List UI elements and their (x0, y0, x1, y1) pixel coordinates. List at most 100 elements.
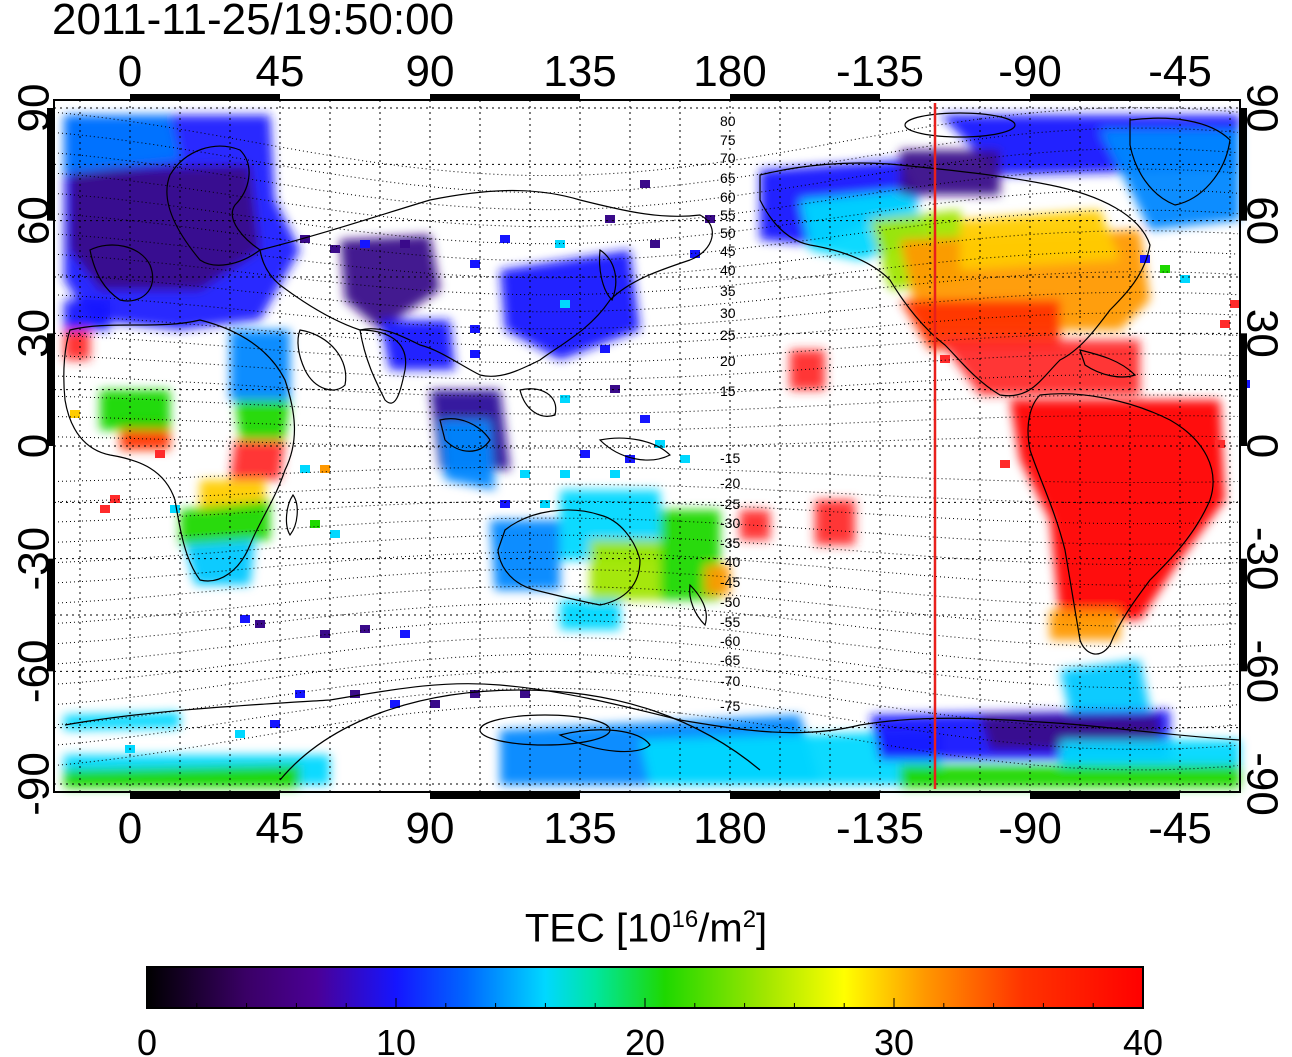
maglat-contour (53, 415, 1239, 432)
colorbar-tick-labels: 0 10 20 30 40 (137, 1022, 1163, 1057)
maglat-contour (53, 127, 1239, 194)
frame-bar-top (430, 94, 580, 101)
tec-blob (940, 340, 1140, 395)
tec-cell (300, 465, 310, 473)
colorbar-tick-label: 10 (376, 1022, 416, 1057)
tec-cell (940, 355, 950, 363)
left-lat-tick-label: 30 (10, 309, 59, 358)
right-latitude-axis: 90 60 30 0 -30 -60 -90 (1238, 84, 1287, 816)
maglat-label: 75 (720, 132, 736, 148)
tec-cell (320, 465, 330, 473)
tec-blob (740, 510, 770, 540)
tec-cell (560, 470, 570, 478)
maglat-label: 40 (720, 262, 736, 278)
tec-cell (560, 395, 570, 403)
tec-cell (605, 215, 615, 223)
top-longitude-axis: 0 45 90 135 180 -135 -90 -45 (118, 47, 1212, 96)
maglat-label: -55 (720, 614, 740, 630)
tec-blob (705, 565, 730, 595)
tec-blob (380, 320, 455, 370)
maglat-label: 55 (720, 207, 736, 223)
bottom-lon-tick-label: 45 (256, 804, 305, 853)
tec-cell (70, 410, 80, 418)
frame-bar-top (1030, 94, 1180, 101)
maglat-contour (53, 653, 1239, 709)
tec-cell (320, 630, 330, 638)
top-lon-tick-label: 180 (693, 47, 766, 96)
tec-cell (625, 455, 635, 463)
maglat-label: 50 (720, 225, 736, 241)
tec-blob (64, 712, 180, 730)
tec-cell (640, 180, 650, 188)
tec-blob (900, 150, 1000, 195)
tec-cell (470, 260, 480, 268)
maglat-label: 15 (720, 383, 736, 399)
tec-blob (64, 300, 110, 330)
bottom-lon-tick-label: -135 (836, 804, 924, 853)
tec-data-cells (70, 180, 1250, 753)
tec-cell (1230, 300, 1240, 308)
frame-bar-bottom (130, 792, 280, 799)
tec-cell (330, 245, 340, 253)
tec-cell (500, 235, 510, 243)
tec-blob (1010, 400, 1225, 620)
tec-cell (310, 520, 320, 528)
tec-blob (960, 210, 1120, 270)
tec-cell (640, 415, 650, 423)
tec-cell (400, 630, 410, 638)
tec-cell (1160, 265, 1170, 273)
tec-cell (235, 730, 245, 738)
colorbar-tick-label: 30 (874, 1022, 914, 1057)
tec-cell (470, 690, 480, 698)
tec-cell (500, 500, 510, 508)
tec-cell (650, 240, 660, 248)
tec-cell (1140, 255, 1150, 263)
maglat-label: 60 (720, 189, 736, 205)
maglat-label: 30 (720, 305, 736, 321)
maglat-contour (53, 483, 1239, 504)
tec-blob (180, 500, 270, 545)
tec-blob (70, 165, 260, 290)
tec-blob (790, 350, 825, 390)
tec-cell (690, 250, 700, 258)
right-lat-tick-label: 60 (1238, 196, 1287, 245)
maglat-contour (53, 189, 1239, 245)
tec-blob (64, 765, 300, 788)
maglat-contour (53, 636, 1239, 689)
frame-bar-top (130, 94, 280, 101)
maglat-contour (53, 312, 1239, 347)
left-lat-tick-label: -60 (10, 640, 59, 704)
tec-blob (640, 730, 940, 785)
maglat-label: -50 (720, 594, 740, 610)
maglat-label: -70 (720, 673, 740, 689)
maglat-label: 45 (720, 243, 736, 259)
tec-blob (100, 390, 170, 430)
maglat-label: -25 (720, 496, 740, 512)
maglat-contour (53, 435, 1239, 449)
tec-cell (400, 240, 410, 248)
left-lat-tick-label: -90 (10, 752, 59, 816)
tec-data-layer (64, 115, 1240, 788)
tec-blob (1060, 740, 1240, 770)
frame-bar-right (1240, 558, 1247, 672)
tec-cell (170, 505, 180, 513)
maglat-contour (53, 517, 1239, 545)
bottom-lon-tick-label: 180 (693, 804, 766, 853)
tec-cell (655, 440, 665, 448)
tec-blob (1050, 610, 1120, 640)
tec-cell (520, 470, 530, 478)
maglat-contour (53, 332, 1239, 364)
south-oval-outer (279, 689, 761, 781)
coordinate-grid (54, 100, 1240, 792)
frame-bar-top (730, 94, 880, 101)
maglat-label: 20 (720, 353, 736, 369)
maglat-label: -30 (720, 515, 740, 531)
left-lat-tick-label: 60 (10, 196, 59, 245)
maglat-label: -15 (720, 450, 740, 466)
tec-blob (64, 115, 180, 175)
colorbar: 0 10 20 30 40 (137, 966, 1163, 1057)
tec-cell (270, 720, 280, 728)
maglat-contour (53, 107, 1239, 176)
tec-cell (680, 455, 690, 463)
tec-blob (340, 235, 440, 330)
